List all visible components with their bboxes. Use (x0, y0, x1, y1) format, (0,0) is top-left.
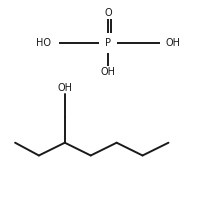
Text: OH: OH (57, 83, 72, 93)
Text: P: P (105, 38, 111, 47)
Text: O: O (104, 8, 112, 18)
Text: HO: HO (36, 38, 51, 47)
Text: OH: OH (100, 68, 116, 77)
Text: OH: OH (165, 38, 180, 47)
